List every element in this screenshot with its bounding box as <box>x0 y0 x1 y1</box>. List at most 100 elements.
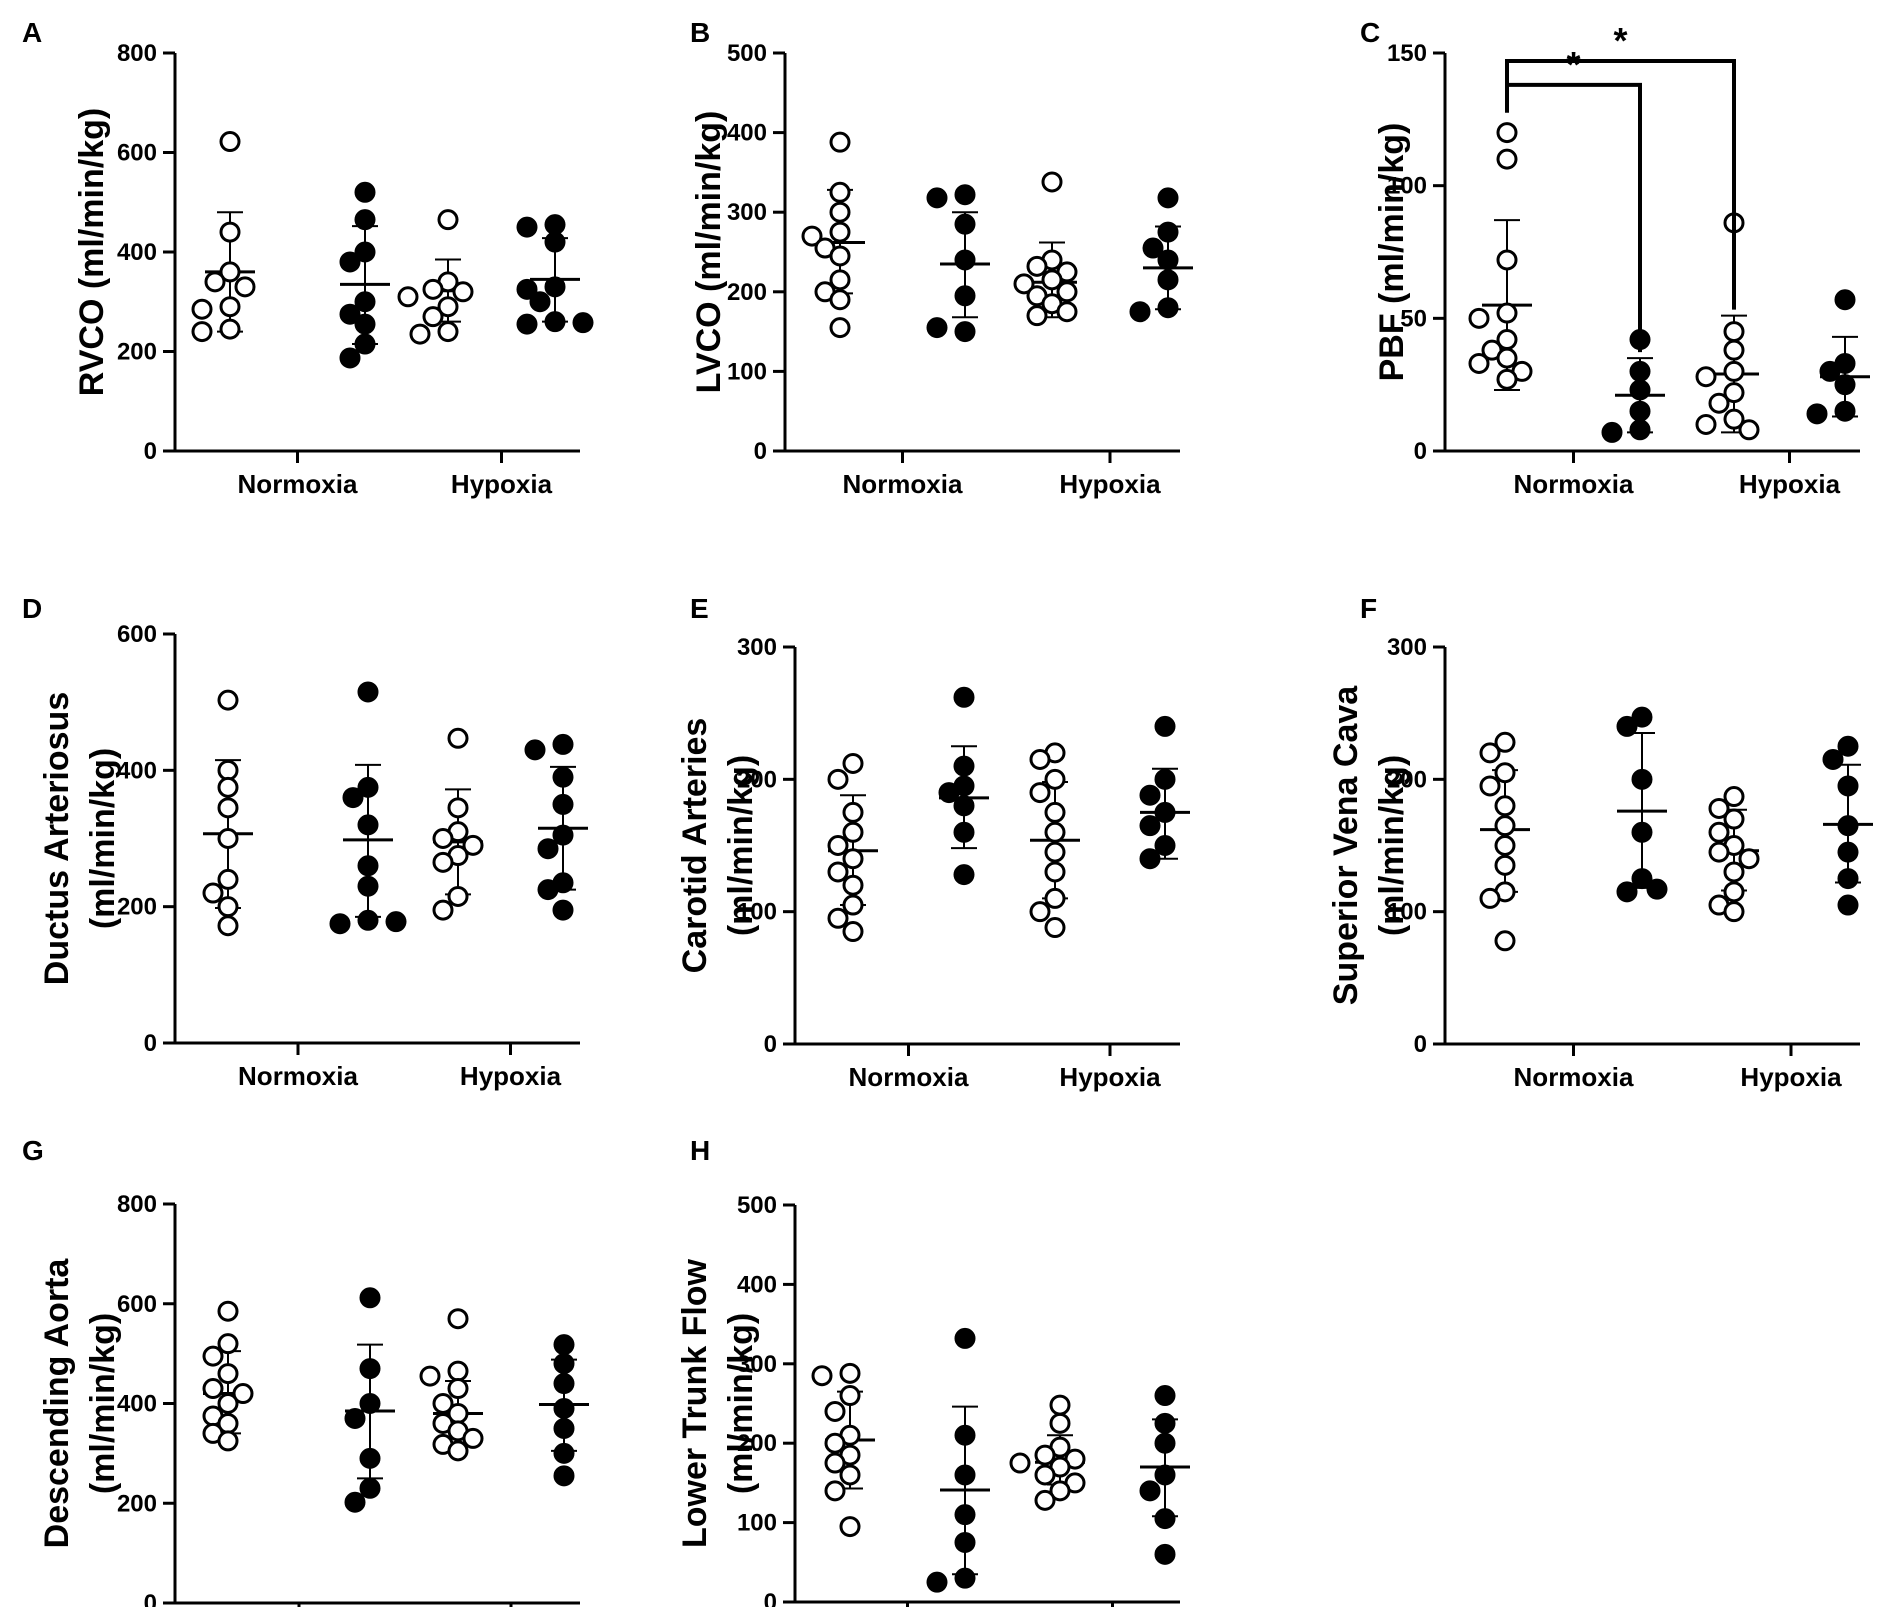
y-tick-label: 0 <box>1414 438 1427 465</box>
open-data-point <box>824 1432 846 1454</box>
series-normoxia-open <box>191 131 256 343</box>
y-tick-label: 150 <box>1387 40 1427 67</box>
open-data-point <box>824 1452 846 1474</box>
significance-star: * <box>1613 20 1627 61</box>
series-normoxia-open <box>801 131 865 339</box>
filled-data-point <box>1157 249 1179 271</box>
x-tick-label: Normoxia <box>849 1062 969 1092</box>
series-normoxia-open <box>1468 122 1533 391</box>
y-axis-label: (ml/min/kg) <box>722 1313 760 1494</box>
x-tick-label: Normoxia <box>843 469 963 499</box>
y-tick-label: 50 <box>1400 305 1427 332</box>
filled-data-point <box>339 303 361 325</box>
series-normoxia-open <box>202 689 253 937</box>
filled-data-point <box>1837 735 1859 757</box>
y-axis-label: RVCO (ml/min/kg) <box>73 108 111 396</box>
filled-data-point <box>552 766 574 788</box>
y-tick-label: 0 <box>144 438 157 465</box>
panel-d: D 0 200 400 600 Normoxia Hypoxia Ductus Arterio… <box>22 593 588 1091</box>
open-data-point <box>1029 782 1051 804</box>
y-tick-label: 0 <box>764 1031 777 1058</box>
filled-data-point <box>1157 297 1179 319</box>
filled-data-point <box>1157 187 1179 209</box>
open-data-point <box>204 271 226 293</box>
y-tick-label: 200 <box>737 766 777 793</box>
open-data-point <box>1041 269 1063 291</box>
filled-data-point <box>954 213 976 235</box>
open-data-point <box>219 131 241 153</box>
filled-data-point <box>359 1358 381 1380</box>
open-data-point <box>447 1360 469 1382</box>
open-data-point <box>1009 1452 1031 1474</box>
filled-data-point <box>1616 881 1638 903</box>
open-data-point <box>217 868 239 890</box>
panel-e: E 0 100 200 300 Normoxia Hypoxia Carotid Arteri… <box>676 593 1190 1092</box>
filled-data-point <box>544 231 566 253</box>
open-data-point <box>842 752 864 774</box>
series-hypoxia-filled <box>539 1334 589 1487</box>
panel-letter: G <box>22 1135 44 1166</box>
y-tick-label: 300 <box>1387 634 1427 661</box>
open-data-point <box>1029 748 1051 770</box>
filled-data-point <box>1837 894 1859 916</box>
filled-data-point <box>553 1334 575 1356</box>
y-tick-label: 100 <box>737 1510 777 1537</box>
filled-data-point <box>1819 360 1841 382</box>
filled-data-point <box>953 864 975 886</box>
y-axis-label: Lower Trunk Flow <box>676 1258 714 1548</box>
filled-data-point <box>954 184 976 206</box>
open-data-point <box>217 1333 239 1355</box>
open-data-point <box>202 1378 224 1400</box>
series-normoxia-filled <box>344 1287 395 1513</box>
open-data-point <box>1695 413 1717 435</box>
filled-data-point <box>1154 835 1176 856</box>
panel-g: G0200400600800NormoxiaHypoxiaDescending … <box>22 1135 589 1607</box>
open-data-point <box>437 209 459 231</box>
open-data-point <box>1044 861 1066 883</box>
y-axis-label: Ductus Arteriosus <box>38 692 76 985</box>
y-axis-label: (ml/min/kg) <box>722 755 760 936</box>
filled-data-point <box>357 776 379 798</box>
y-tick-label: 200 <box>727 279 767 306</box>
filled-data-point <box>344 1491 366 1513</box>
open-data-point <box>447 1378 469 1400</box>
filled-data-point <box>553 1417 575 1439</box>
filled-data-point <box>344 1407 366 1429</box>
open-data-point <box>839 1362 861 1384</box>
open-data-point <box>462 834 484 856</box>
series-normoxia-filled <box>339 181 390 369</box>
open-data-point <box>829 221 851 243</box>
open-data-point <box>1044 801 1066 823</box>
filled-data-point <box>1646 878 1668 900</box>
filled-data-point <box>552 899 574 921</box>
open-data-point <box>1494 815 1516 837</box>
open-data-point <box>409 323 431 345</box>
open-data-point <box>447 727 469 749</box>
open-data-point <box>191 321 213 343</box>
significance-bracket <box>1505 58 1736 310</box>
open-data-point <box>1034 1464 1056 1486</box>
filled-data-point <box>553 1442 575 1464</box>
filled-data-point <box>953 686 975 708</box>
open-data-point <box>824 1400 846 1422</box>
filled-data-point <box>1154 768 1176 790</box>
open-data-point <box>217 689 239 711</box>
open-data-point <box>447 1440 469 1462</box>
y-axis-label: Carotid Arteries <box>676 718 714 974</box>
y-tick-label: 0 <box>764 1589 777 1607</box>
open-data-point <box>452 281 474 303</box>
open-data-point <box>1708 392 1730 414</box>
open-data-point <box>1044 768 1066 790</box>
open-data-point <box>829 201 851 223</box>
open-data-point <box>842 894 864 916</box>
open-data-point <box>1496 249 1518 271</box>
y-tick-label: 600 <box>117 1291 157 1318</box>
filled-data-point <box>926 317 948 339</box>
series-normoxia-filled <box>926 184 990 343</box>
filled-data-point <box>529 291 551 313</box>
open-data-point <box>432 851 454 873</box>
y-axis-label: LVCO (ml/min/kg) <box>690 111 728 394</box>
filled-data-point <box>524 739 546 761</box>
open-data-point <box>219 296 241 318</box>
